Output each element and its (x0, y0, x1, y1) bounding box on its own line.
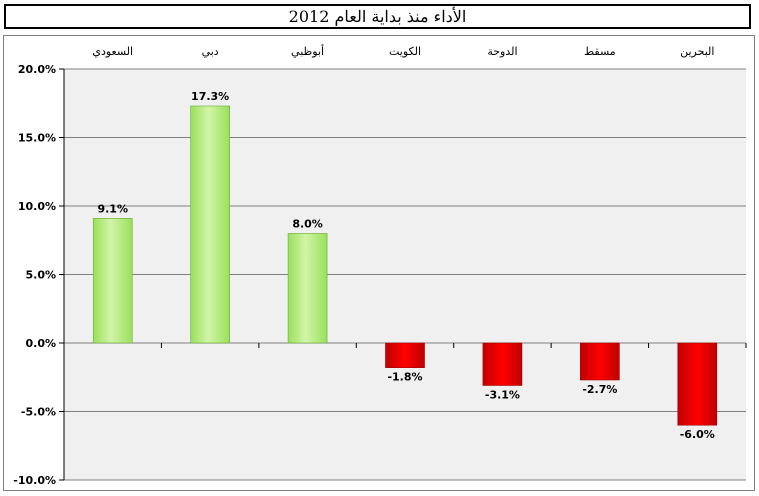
y-tick-label: 5.0% (25, 269, 56, 282)
y-tick-label: 15.0% (18, 132, 56, 145)
data-label: 9.1% (97, 202, 128, 215)
y-axis: 20.0% 15.0% 10.0% 5.0% 0.0% -5.0% -10.0% (13, 63, 747, 487)
category-label: أبوظبي (291, 44, 324, 58)
bar (482, 342, 523, 386)
bar (677, 342, 718, 426)
y-tick-label: 0.0% (25, 337, 56, 350)
category-label: الكويت (389, 45, 421, 58)
bar (92, 218, 133, 344)
y-tick-label: -10.0% (13, 474, 56, 487)
bars (92, 105, 718, 426)
y-tick-label: 10.0% (18, 200, 56, 213)
data-label: -2.7% (582, 383, 617, 396)
category-label: البحرين (680, 45, 714, 58)
category-label: دبي (202, 45, 219, 58)
category-labels: السعودي دبي أبوظبي الكويت الدوحة مسقط البحرين (92, 44, 714, 58)
data-label: -3.1% (485, 388, 520, 401)
category-label: الدوحة (487, 45, 517, 58)
bar (190, 105, 230, 344)
bar (385, 342, 425, 368)
data-label: 17.3% (191, 90, 229, 103)
y-tick-label: 20.0% (18, 63, 56, 76)
data-labels: 9.1% 17.3% 8.0% -1.8% -3.1% -2.7% -6.0% (97, 90, 714, 441)
category-label: مسقط (584, 45, 616, 58)
data-label: -6.0% (680, 428, 715, 441)
y-tick-label: -5.0% (21, 406, 56, 419)
data-label: 8.0% (292, 217, 323, 230)
gridlines (64, 68, 746, 481)
bar (580, 342, 620, 381)
bar (287, 233, 328, 344)
chart-title: الأداء منذ بداية العام 2012 (4, 4, 751, 29)
data-label: -1.8% (387, 371, 422, 384)
category-label: السعودي (92, 45, 133, 58)
